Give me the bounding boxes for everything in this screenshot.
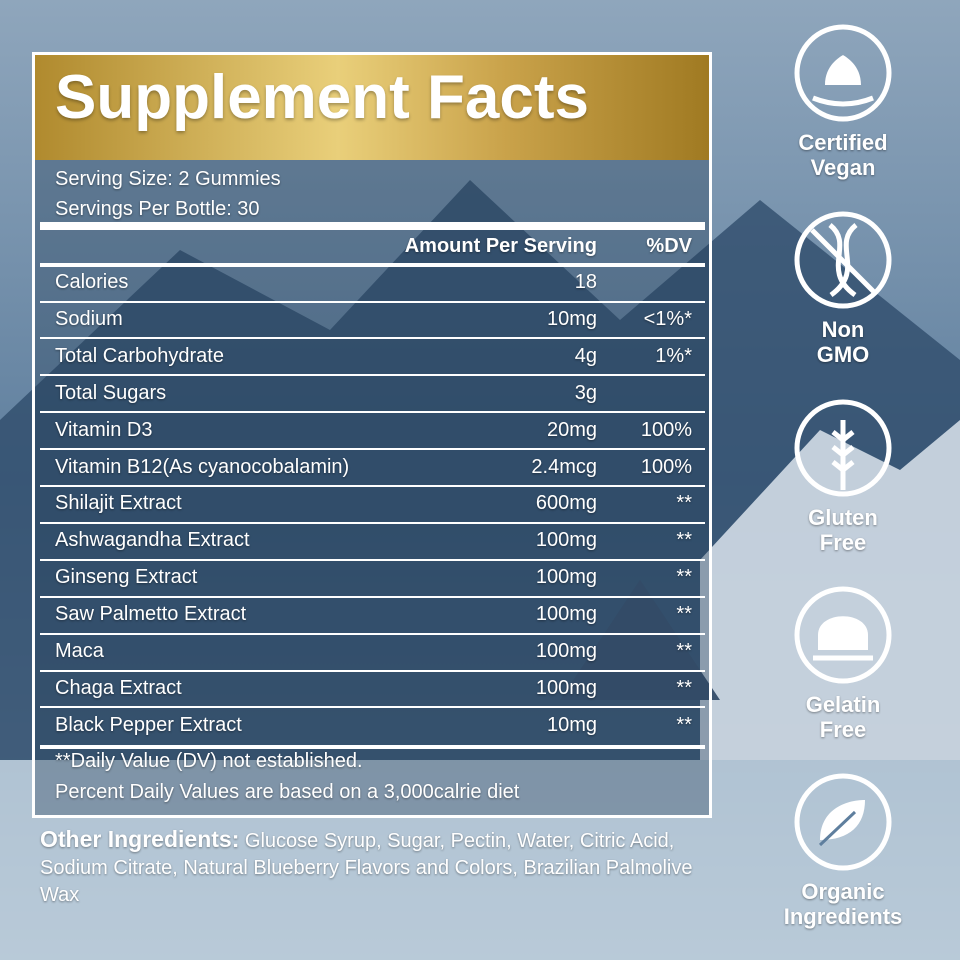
row-dv: 1%* — [655, 344, 692, 367]
badge-label: Free — [819, 717, 867, 742]
row-rule — [40, 485, 705, 487]
title: Supplement Facts — [55, 63, 589, 132]
row-label: Total Sugars — [55, 381, 167, 404]
facts-panel — [32, 52, 712, 818]
footnote: Percent Daily Values are based on a 3,00… — [55, 781, 520, 803]
row-label: Sodium — [55, 307, 123, 330]
badge-label: Organic — [801, 879, 885, 904]
row-rule — [40, 300, 705, 303]
rule — [40, 222, 705, 230]
row-amount: 100mg — [535, 676, 597, 699]
other-label: Other Ingredients: — [40, 826, 240, 852]
row-amount: 600mg — [535, 492, 597, 515]
rule — [40, 744, 705, 749]
icon — [794, 24, 892, 122]
row-label: Total Carbohydrate — [55, 344, 224, 367]
rule — [40, 263, 705, 267]
badge-label: Non — [821, 317, 865, 342]
row-amount: 100mg — [535, 529, 597, 552]
row-amount: 10mg — [546, 713, 597, 736]
row-label: Ginseng Extract — [55, 566, 198, 589]
row-amount: 100mg — [535, 566, 597, 589]
row-amount: 20mg — [546, 418, 597, 441]
row-label: Chaga Extract — [55, 676, 182, 699]
icon — [794, 586, 892, 684]
badge-label: Gelatin — [805, 692, 881, 717]
column-header: %DV — [646, 235, 692, 257]
badge-label: Free — [819, 530, 867, 555]
other-ingredients: Other Ingredients: Glucose Syrup, Sugar,… — [40, 826, 700, 909]
row-rule — [40, 595, 705, 598]
row-rule — [40, 411, 705, 414]
other-text: Glucose Syrup, Sugar, Pectin, Water, Cit… — [40, 830, 693, 906]
badge-icons — [794, 24, 892, 871]
row-amount: 3g — [574, 381, 597, 404]
row-label: Vitamin D3 — [55, 418, 153, 441]
title-band — [35, 55, 709, 160]
row-dv: ** — [676, 676, 692, 699]
badge-label: Ingredients — [783, 904, 903, 929]
row-dv: 100% — [640, 455, 692, 478]
row-dv: <1%* — [643, 307, 692, 330]
row-rule — [40, 632, 705, 635]
row-rule — [40, 337, 705, 340]
row-rule — [40, 669, 705, 672]
row-label: Calories — [55, 271, 129, 293]
row-rule — [40, 558, 705, 561]
row-dv: ** — [676, 713, 692, 736]
row-amount: 100mg — [535, 603, 597, 626]
row-dv: ** — [676, 640, 692, 662]
row-rule — [40, 374, 705, 377]
row-dv: ** — [676, 566, 692, 589]
row-amount: 100mg — [535, 640, 597, 662]
row-amount: 10mg — [546, 307, 597, 330]
footnote: **Daily Value (DV) not established. — [55, 750, 363, 772]
serving-size: Serving Size: 2 Gummies — [55, 168, 281, 190]
badge-label: Gluten — [808, 505, 878, 530]
icon — [794, 399, 892, 497]
row-label: Saw Palmetto Extract — [55, 603, 247, 626]
row-dv: ** — [676, 529, 692, 552]
row-dv: ** — [676, 603, 692, 626]
badge-label: Vegan — [810, 155, 876, 180]
row-label: Black Pepper Extract — [55, 713, 242, 736]
row-dv: 100% — [640, 418, 692, 441]
badge-label: GMO — [816, 342, 870, 367]
row-label: Ashwagandha Extract — [55, 529, 250, 552]
row-rule — [40, 448, 705, 451]
row-amount: 4g — [574, 344, 597, 367]
row-amount: 18 — [574, 271, 597, 293]
row-amount: 2.4mcg — [531, 455, 597, 478]
row-label: Vitamin B12(As cyanocobalamin) — [55, 455, 350, 478]
row-dv: ** — [676, 492, 692, 515]
badge-label: Certified — [798, 130, 888, 155]
row-label: Shilajit Extract — [55, 492, 182, 515]
icon — [794, 211, 892, 309]
servings: Servings Per Bottle: 30 — [55, 198, 260, 220]
icon — [794, 773, 892, 871]
row-rule — [40, 521, 705, 524]
row-label: Maca — [55, 640, 104, 662]
row-rule — [40, 706, 705, 709]
column-header: Amount Per Serving — [404, 235, 597, 257]
